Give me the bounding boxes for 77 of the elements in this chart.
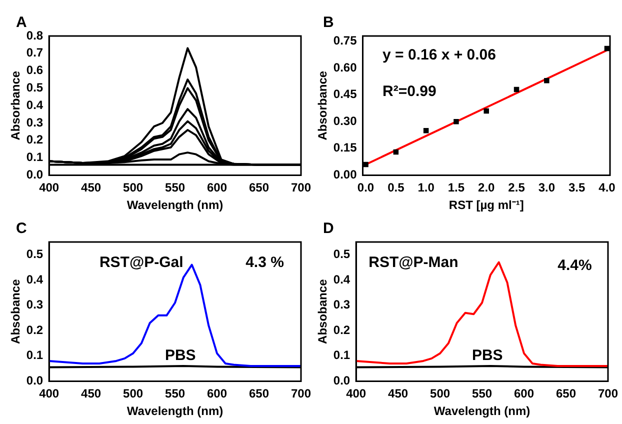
y-axis-title: Absobance (316, 278, 330, 344)
y-tick-label: 0.60 (333, 60, 358, 74)
y-tick-label: 0.0 (333, 374, 350, 388)
y-tick-label: 0.30 (333, 114, 358, 128)
annotation: 4.4% (558, 256, 592, 274)
x-tick-label: 600 (207, 386, 228, 401)
x-tick-label: 450 (388, 386, 408, 401)
x-tick-label: 700 (598, 386, 618, 401)
x-tick-label: 0.5 (388, 180, 405, 195)
x-tick-label: 450 (81, 180, 102, 195)
x-tick-label: 700 (290, 180, 312, 195)
y-tick-label: 0.8 (26, 28, 44, 42)
x-tick-label: 4.0 (598, 180, 616, 195)
y-tick-label: 0.3 (333, 298, 350, 312)
series-label: PBS (472, 347, 503, 364)
x-tick-label: 500 (123, 180, 144, 195)
y-tick-label: 0.0 (26, 374, 44, 388)
x-tick-label: 3.0 (538, 180, 556, 195)
y-tick-label: 0.5 (26, 80, 44, 95)
x-axis-title: Wavelength (nm) (126, 404, 224, 418)
chart-title: D (323, 220, 334, 237)
y-tick-label: 0.75 (333, 34, 358, 48)
y-tick-label: 0.1 (26, 348, 44, 362)
x-tick-label: 3.5 (568, 180, 586, 195)
y-tick-label: 0.5 (26, 246, 44, 261)
y-tick-label: 0.3 (26, 298, 44, 312)
x-tick-label: 400 (39, 180, 60, 195)
series-label: RST@P-Gal (99, 254, 184, 272)
x-tick-label: 600 (207, 180, 228, 195)
x-tick-label: 650 (556, 386, 576, 401)
series-label: PBS (164, 347, 196, 364)
x-tick-label: 550 (165, 386, 186, 401)
y-tick-label: 0.15 (333, 140, 358, 155)
x-axis-title: Wavelength (nm) (434, 404, 530, 418)
y-tick-label: 0.7 (26, 46, 44, 60)
x-tick-label: 400 (39, 386, 60, 401)
x-tick-label: 400 (346, 386, 366, 401)
x-tick-label: 700 (290, 386, 312, 401)
x-tick-label: 1.5 (448, 180, 465, 195)
y-tick-label: 0.1 (333, 348, 350, 362)
x-axis-title: RST [µg ml⁻¹] (448, 198, 524, 212)
y-tick-label: 0.2 (333, 322, 350, 337)
annotation: y = 0.16 x + 0.06 (382, 46, 496, 64)
x-tick-label: 550 (472, 386, 492, 401)
y-tick-label: 0.1 (26, 150, 44, 164)
x-tick-label: 650 (248, 180, 270, 195)
y-tick-label: 0.6 (26, 63, 44, 78)
text: RST@P-Man (368, 254, 458, 272)
chart-title: A (16, 14, 27, 31)
x-tick-label: 1.0 (418, 180, 435, 195)
x-tick-label: 2.0 (478, 180, 496, 195)
x-tick-label: 550 (165, 180, 186, 195)
x-tick-label: 0.0 (357, 180, 374, 195)
y-tick-label: 0.4 (26, 272, 44, 286)
chart-title: B (323, 14, 334, 31)
y-tick-label: 0.2 (26, 132, 44, 147)
y-tick-label: 0.0 (26, 168, 44, 182)
y-axis-title: Absorbance (8, 70, 23, 140)
x-tick-label: 450 (81, 386, 102, 401)
y-axis-title: Absobance (8, 278, 23, 344)
x-axis-title: Wavelength (nm) (126, 198, 224, 212)
x-tick-label: 650 (248, 386, 270, 401)
annotation: 4.3 % (246, 254, 284, 272)
x-tick-label: 600 (514, 386, 534, 401)
y-axis-title: Absorbance (316, 70, 330, 140)
y-tick-label: 0.00 (333, 168, 358, 182)
x-tick-label: 500 (123, 386, 144, 401)
chart-title: C (16, 220, 27, 237)
y-tick-label: 0.4 (333, 272, 350, 286)
x-tick-label: 2.5 (508, 180, 526, 195)
y-tick-label: 0.3 (26, 115, 44, 130)
annotation: R²=0.99 (382, 82, 436, 100)
x-tick-label: 500 (430, 386, 450, 401)
y-tick-label: 0.45 (333, 87, 358, 102)
y-tick-label: 0.5 (333, 246, 350, 261)
y-tick-label: 0.2 (26, 322, 44, 337)
y-tick-label: 0.4 (26, 98, 44, 112)
